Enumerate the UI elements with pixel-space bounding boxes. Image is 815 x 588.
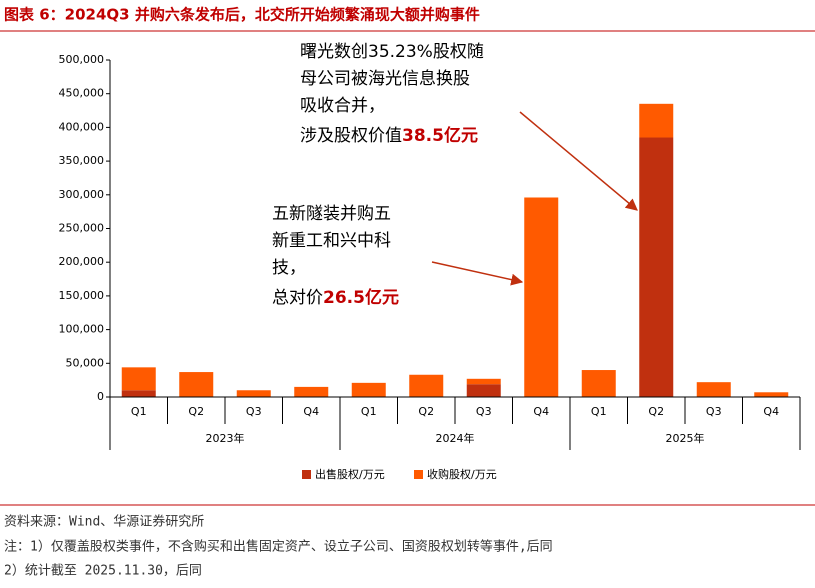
bar	[294, 386, 329, 397]
chart-title: 图表 6：2024Q3 并购六条发布后，北交所开始频繁涌现大额并购事件	[4, 6, 480, 24]
legend-swatch	[302, 470, 311, 479]
bar	[581, 370, 616, 397]
x-tick-label: Q1	[131, 405, 147, 418]
annotation-highlight: 26.5亿元	[323, 287, 399, 308]
bar	[639, 103, 674, 138]
source-note: 资料来源：Wind、华源证券研究所	[4, 514, 204, 530]
bar	[121, 367, 156, 391]
x-tick-label: Q2	[648, 405, 664, 418]
y-tick-label: 50,000	[66, 356, 105, 369]
y-tick-label: 100,000	[59, 323, 105, 336]
annotation-text: 总对价	[272, 288, 323, 308]
x-tick-label: Q1	[361, 405, 377, 418]
bar	[409, 374, 444, 397]
y-tick-label: 150,000	[59, 289, 105, 302]
y-tick-label: 300,000	[59, 188, 105, 201]
annotation-highlight: 38.5亿元	[402, 125, 478, 146]
bar	[466, 384, 501, 397]
y-tick-label: 400,000	[59, 120, 105, 133]
y-tick-label: 350,000	[59, 154, 105, 167]
legend-label: 收购股权/万元	[427, 467, 497, 481]
arrow	[431, 261, 524, 286]
note: 2）统计截至 2025.11.30，后同	[4, 564, 202, 579]
x-tick-label: Q4	[533, 405, 549, 418]
annotation-line: 涉及股权价值38.5亿元	[300, 125, 478, 146]
bar	[179, 372, 214, 397]
x-tick-label: Q3	[476, 405, 492, 418]
note: 注：1）仅覆盖股权类事件，不含购买和出售固定资产、设立子公司、国资股权划转等事件…	[4, 539, 553, 555]
annotation-line: 技，	[272, 258, 306, 278]
y-tick-label: 0	[97, 390, 104, 403]
bar	[466, 378, 501, 385]
annotation-line: 总对价26.5亿元	[272, 287, 399, 308]
y-tick-label: 250,000	[59, 222, 105, 235]
bar	[754, 392, 789, 397]
x-tick-label: Q4	[303, 405, 319, 418]
x-group-label: 2024年	[436, 431, 475, 445]
x-tick-label: Q3	[706, 405, 722, 418]
y-tick-label: 500,000	[59, 53, 105, 66]
x-tick-label: Q3	[246, 405, 262, 418]
bar	[639, 137, 674, 397]
bar	[236, 390, 271, 397]
x-tick-label: Q2	[188, 405, 204, 418]
annotation-line: 五新隧装并购五	[272, 204, 391, 224]
annotation-line: 新重工和兴中科	[272, 231, 391, 251]
annotation-text: 涉及股权价值	[300, 126, 402, 146]
arrow	[519, 111, 638, 211]
annotation-line: 曙光数创35.23%股权随	[300, 42, 484, 62]
bar	[696, 382, 731, 397]
bar	[351, 382, 386, 397]
legend-label: 出售股权/万元	[315, 467, 385, 481]
y-tick-label: 200,000	[59, 255, 105, 268]
bar	[524, 197, 559, 397]
x-tick-label: Q4	[763, 405, 779, 418]
annotation-line: 吸收合并，	[300, 96, 385, 116]
bar	[121, 390, 156, 397]
x-tick-label: Q2	[418, 405, 434, 418]
x-group-label: 2023年	[206, 431, 245, 445]
annotation-line: 母公司被海光信息换股	[300, 69, 470, 89]
x-tick-label: Q1	[591, 405, 607, 418]
y-tick-label: 450,000	[59, 87, 105, 100]
x-group-label: 2025年	[666, 431, 705, 445]
legend-swatch	[414, 470, 423, 479]
